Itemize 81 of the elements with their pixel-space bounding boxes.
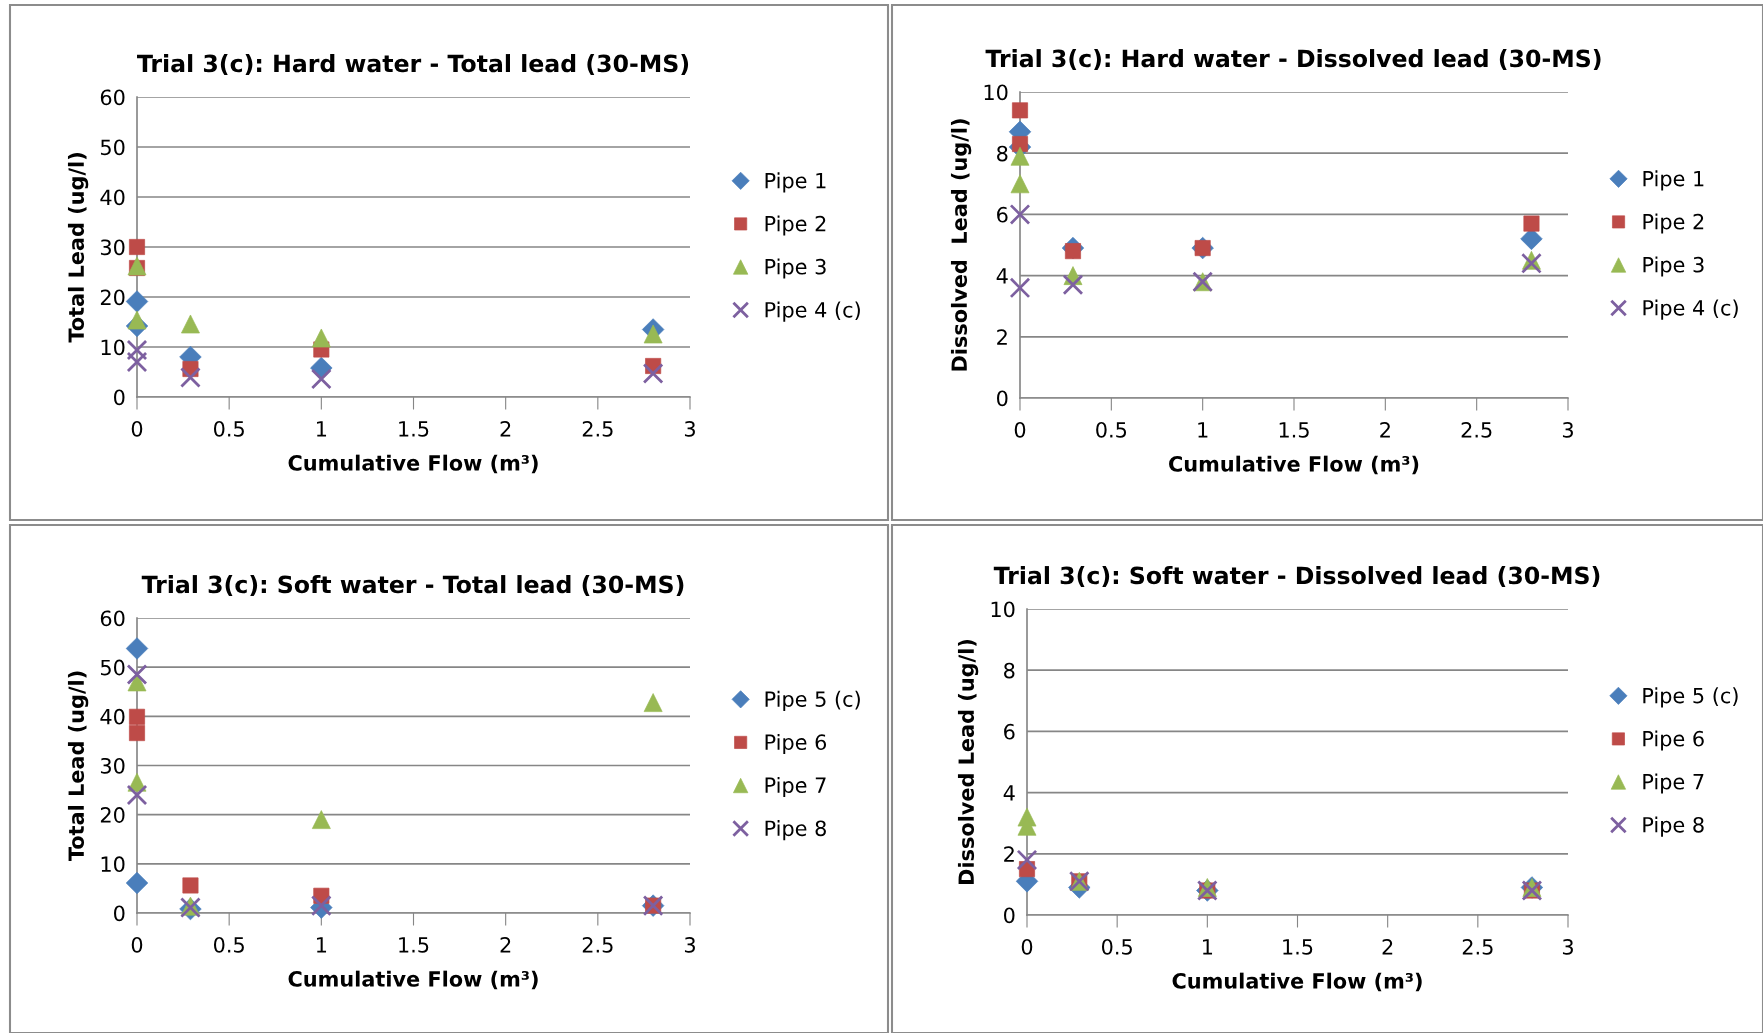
x-tick-label: 2.5 bbox=[582, 420, 613, 437]
y-tick-label: 10 bbox=[101, 856, 125, 873]
x-tick-label: 1.5 bbox=[399, 937, 429, 953]
y-tick-label: 30 bbox=[100, 239, 125, 256]
x-tick-label: 2 bbox=[1380, 421, 1390, 438]
y-tick-label: 50 bbox=[100, 139, 125, 156]
y-tick-label: 20 bbox=[100, 807, 125, 823]
y-axis-title: Total Lead (ug/l) bbox=[67, 153, 89, 343]
x-axis-title: Cumulative Flow (m³) bbox=[288, 970, 538, 990]
legend-label: Pipe 6 bbox=[1643, 730, 1704, 751]
y-tick-label: 8 bbox=[1004, 662, 1015, 679]
x-tick-label: 3 bbox=[1562, 421, 1573, 438]
y-axis-title: Dissolved Lead (ug/l) bbox=[957, 639, 979, 884]
y-tick-label: 8 bbox=[997, 145, 1008, 162]
y-tick-label: 0 bbox=[1004, 907, 1015, 924]
chart-title: Trial 3(c): Soft water - Dissolved lead (30-MS) bbox=[993, 566, 1600, 588]
y-tick-label: 10 bbox=[101, 339, 125, 356]
x-tick-label: 3 bbox=[684, 420, 695, 437]
x-axis-title: Cumulative Flow (m³) bbox=[1169, 455, 1419, 475]
y-tick-label: 2 bbox=[1004, 846, 1014, 862]
legend-label: Pipe 2 bbox=[765, 215, 826, 236]
y-tick-label: 60 bbox=[100, 610, 125, 627]
x-tick-label: 1 bbox=[316, 421, 327, 437]
y-axis-title: Total Lead (ug/l) bbox=[67, 671, 89, 862]
x-tick-label: 2.5 bbox=[1461, 421, 1492, 438]
x-tick-label: 3 bbox=[684, 936, 695, 953]
legend-label: Pipe 4 (c) bbox=[1643, 299, 1738, 320]
chart-title: Trial 3(c): Hard water - Dissolved lead (30-MS) bbox=[985, 49, 1601, 71]
x-tick-label: 0 bbox=[131, 936, 143, 953]
x-tick-label: 1.5 bbox=[1283, 939, 1313, 955]
legend-label: Pipe 5 (c) bbox=[1643, 687, 1738, 708]
legend-label: Pipe 2 bbox=[1643, 213, 1704, 234]
y-axis-title: Dissolved Lead (ug/l) bbox=[950, 119, 972, 371]
x-axis-title: Cumulative Flow (m³) bbox=[288, 454, 538, 474]
y-tick-label: 40 bbox=[100, 189, 125, 206]
x-tick-label: 2 bbox=[500, 936, 511, 953]
x-tick-label: 2 bbox=[1382, 938, 1393, 955]
y-tick-label: 6 bbox=[997, 206, 1008, 223]
y-tick-label: 10 bbox=[984, 84, 1008, 101]
x-tick-label: 2 bbox=[500, 420, 511, 437]
x-tick-label: 0.5 bbox=[213, 420, 244, 437]
x-tick-label: 0.5 bbox=[1096, 421, 1127, 438]
legend-label: Pipe 1 bbox=[765, 172, 826, 193]
y-tick-label: 40 bbox=[100, 708, 125, 725]
y-tick-label: 4 bbox=[1003, 785, 1015, 801]
legend-label: Pipe 7 bbox=[765, 776, 826, 798]
y-tick-label: 20 bbox=[100, 289, 125, 306]
x-tick-label: 2.5 bbox=[1462, 938, 1493, 955]
x-tick-label: 3 bbox=[1562, 938, 1573, 955]
x-tick-label: 0.5 bbox=[213, 936, 244, 953]
y-tick-label: 50 bbox=[100, 659, 125, 676]
legend-label: Pipe 3 bbox=[1643, 256, 1704, 277]
y-tick-label: 2 bbox=[997, 329, 1007, 345]
legend-label: Pipe 8 bbox=[765, 820, 826, 841]
legend-label: Pipe 8 bbox=[1643, 816, 1704, 837]
legend-label: Pipe 7 bbox=[1643, 773, 1704, 794]
y-tick-label: 0 bbox=[997, 390, 1008, 407]
x-tick-label: 0.5 bbox=[1101, 938, 1132, 955]
x-tick-label: 0 bbox=[1021, 938, 1033, 955]
chart-title: Trial 3(c): Soft water - Total lead (30-MS) bbox=[141, 575, 684, 597]
y-tick-label: 60 bbox=[100, 89, 125, 106]
x-tick-label: 2.5 bbox=[582, 936, 613, 953]
y-tick-label: 6 bbox=[1004, 723, 1015, 740]
legend-label: Pipe 5 (c) bbox=[765, 690, 860, 711]
x-tick-label: 1 bbox=[1202, 939, 1213, 955]
y-tick-label: 0 bbox=[114, 905, 125, 922]
x-tick-label: 1.5 bbox=[1279, 422, 1309, 438]
legend-label: Pipe 4 (c) bbox=[765, 301, 860, 322]
chart-title: Trial 3(c): Hard water - Total lead (30-MS) bbox=[137, 54, 689, 76]
legend-label: Pipe 1 bbox=[1643, 170, 1704, 191]
x-axis-title: Cumulative Flow (m³) bbox=[1172, 972, 1422, 992]
y-tick-label: 4 bbox=[996, 268, 1008, 284]
x-tick-label: 0 bbox=[131, 420, 143, 437]
y-tick-label: 30 bbox=[100, 757, 125, 774]
legend-label: Pipe 3 bbox=[765, 258, 826, 279]
y-tick-label: 0 bbox=[114, 389, 125, 406]
y-tick-label: 10 bbox=[991, 601, 1015, 618]
x-tick-label: 1 bbox=[316, 937, 327, 953]
legend-label: Pipe 6 bbox=[765, 733, 827, 755]
x-tick-label: 1.5 bbox=[399, 421, 429, 437]
x-tick-label: 1 bbox=[1198, 422, 1208, 438]
